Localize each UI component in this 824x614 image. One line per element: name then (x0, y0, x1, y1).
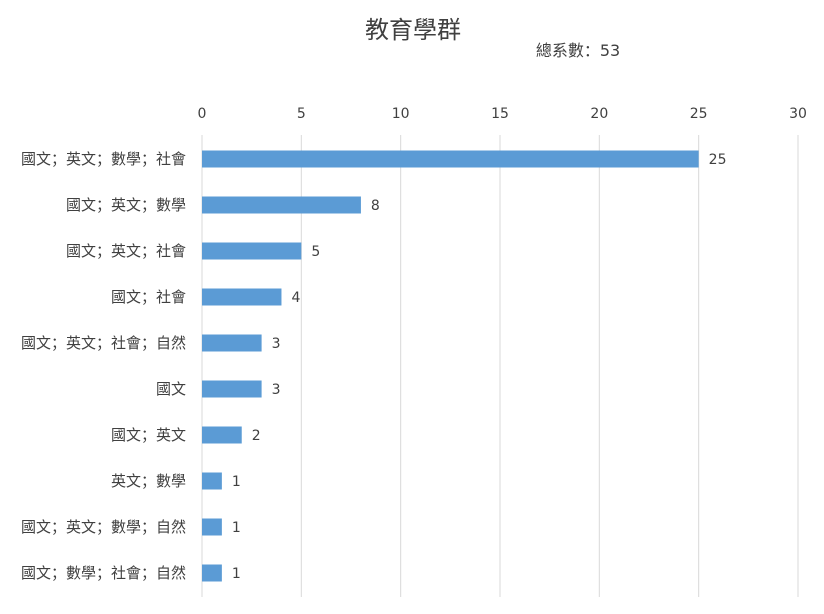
data-label: 3 (272, 382, 281, 398)
bar (202, 380, 262, 398)
x-axis-ticks: 0 5 10 15 20 25 30 (198, 106, 807, 122)
data-label: 1 (232, 566, 241, 582)
data-label: 2 (252, 428, 261, 444)
chart-title: 教育學群 (365, 16, 461, 44)
category-label: 國文；英文 (111, 426, 186, 444)
x-tick-label: 10 (392, 106, 410, 122)
category-label: 國文；社會 (111, 288, 186, 306)
data-label: 1 (232, 520, 241, 536)
category-labels: 國文；英文；數學；社會國文；英文；數學國文；英文；社會國文；社會國文；英文；社會… (21, 150, 186, 582)
bar (202, 242, 302, 260)
bars (202, 150, 699, 582)
bar (202, 150, 699, 168)
x-tick-label: 5 (297, 106, 306, 122)
x-tick-label: 20 (590, 106, 608, 122)
x-tick-label: 0 (198, 106, 207, 122)
category-label: 國文；英文；數學；社會 (21, 150, 186, 168)
x-tick-label: 30 (789, 106, 807, 122)
bar (202, 196, 361, 214)
bar (202, 288, 282, 306)
category-label: 國文；數學；社會；自然 (21, 564, 186, 582)
bar (202, 564, 222, 582)
data-label: 8 (371, 198, 380, 214)
chart-subtitle: 總系數：53 (536, 41, 620, 60)
category-label: 國文；英文；社會 (66, 242, 186, 260)
data-label: 1 (232, 474, 241, 490)
category-label: 國文；英文；社會；自然 (21, 334, 186, 352)
bar (202, 518, 222, 536)
bar (202, 426, 242, 444)
category-label: 英文；數學 (111, 472, 186, 490)
bar (202, 334, 262, 352)
x-tick-label: 15 (491, 106, 509, 122)
category-label: 國文 (156, 380, 186, 398)
category-label: 國文；英文；數學 (66, 196, 186, 214)
data-labels: 25 8 5 4 3 3 2 1 1 1 (232, 152, 727, 582)
data-label: 5 (311, 244, 320, 260)
category-label: 國文；英文；數學；自然 (21, 518, 186, 536)
bar (202, 472, 222, 490)
x-tick-label: 25 (690, 106, 708, 122)
data-label: 25 (709, 152, 727, 168)
data-label: 3 (272, 336, 281, 352)
data-label: 4 (291, 290, 300, 306)
